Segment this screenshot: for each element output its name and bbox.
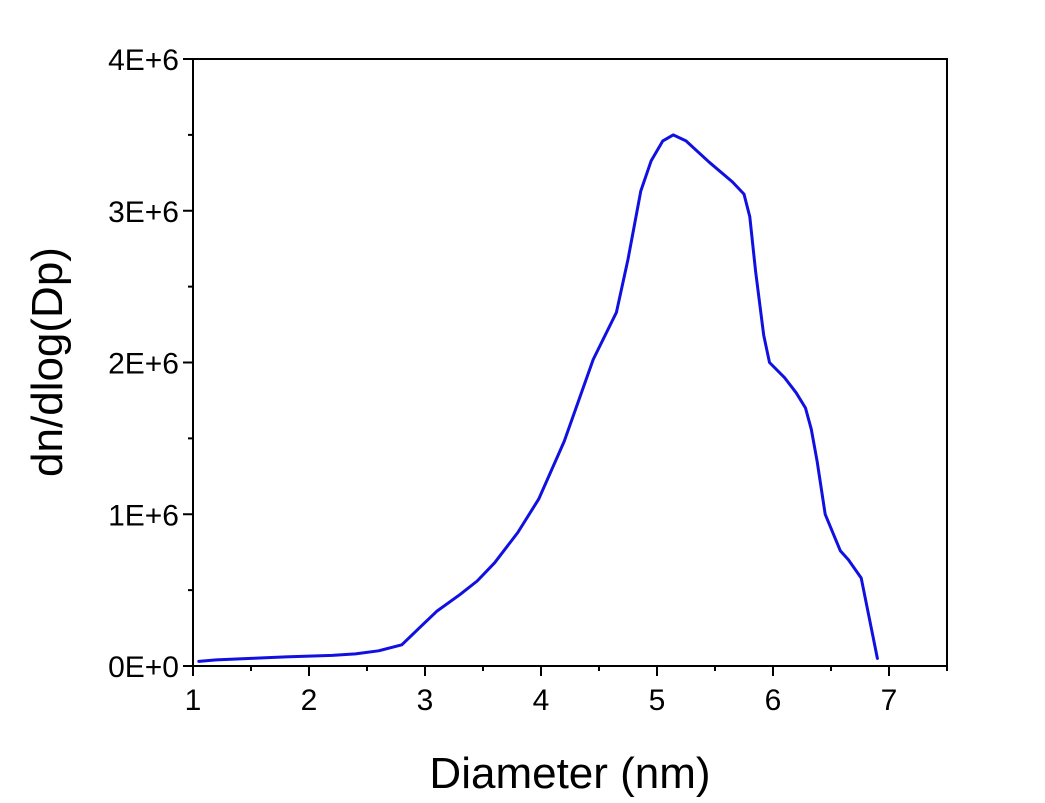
x-tick-label: 3: [417, 684, 434, 717]
plot-frame: [192, 58, 948, 667]
x-tick-label: 5: [649, 684, 666, 717]
y-tick-label: 1E+6: [108, 499, 179, 532]
x-tick-label: 7: [881, 684, 898, 717]
x-axis: 1 2 3 4 5 6 7: [185, 666, 948, 717]
y-axis: 0E+0 1E+6 2E+6 3E+6 4E+6: [108, 44, 193, 684]
x-tick-label: 6: [765, 684, 782, 717]
y-tick-label: 3E+6: [108, 196, 179, 229]
y-axis-title: dn/dlog(Dp): [23, 247, 72, 477]
plot-area: [197, 133, 879, 663]
x-axis-title: Diameter (nm): [429, 749, 710, 798]
y-tick-label: 2E+6: [108, 348, 179, 381]
x-tick-label: 1: [185, 684, 202, 717]
series-line: [197, 133, 879, 663]
x-tick-label: 2: [301, 684, 318, 717]
y-tick-label: 4E+6: [108, 44, 179, 77]
y-tick-label: 0E+0: [108, 651, 179, 684]
x-tick-label: 4: [533, 684, 550, 717]
